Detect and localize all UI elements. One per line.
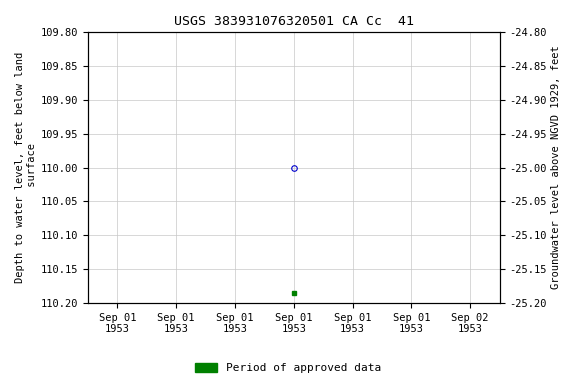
Title: USGS 383931076320501 CA Cc  41: USGS 383931076320501 CA Cc 41	[174, 15, 414, 28]
Legend: Period of approved data: Period of approved data	[191, 360, 385, 377]
Y-axis label: Groundwater level above NGVD 1929, feet: Groundwater level above NGVD 1929, feet	[551, 46, 561, 290]
Y-axis label: Depth to water level, feet below land
 surface: Depth to water level, feet below land su…	[15, 52, 37, 283]
